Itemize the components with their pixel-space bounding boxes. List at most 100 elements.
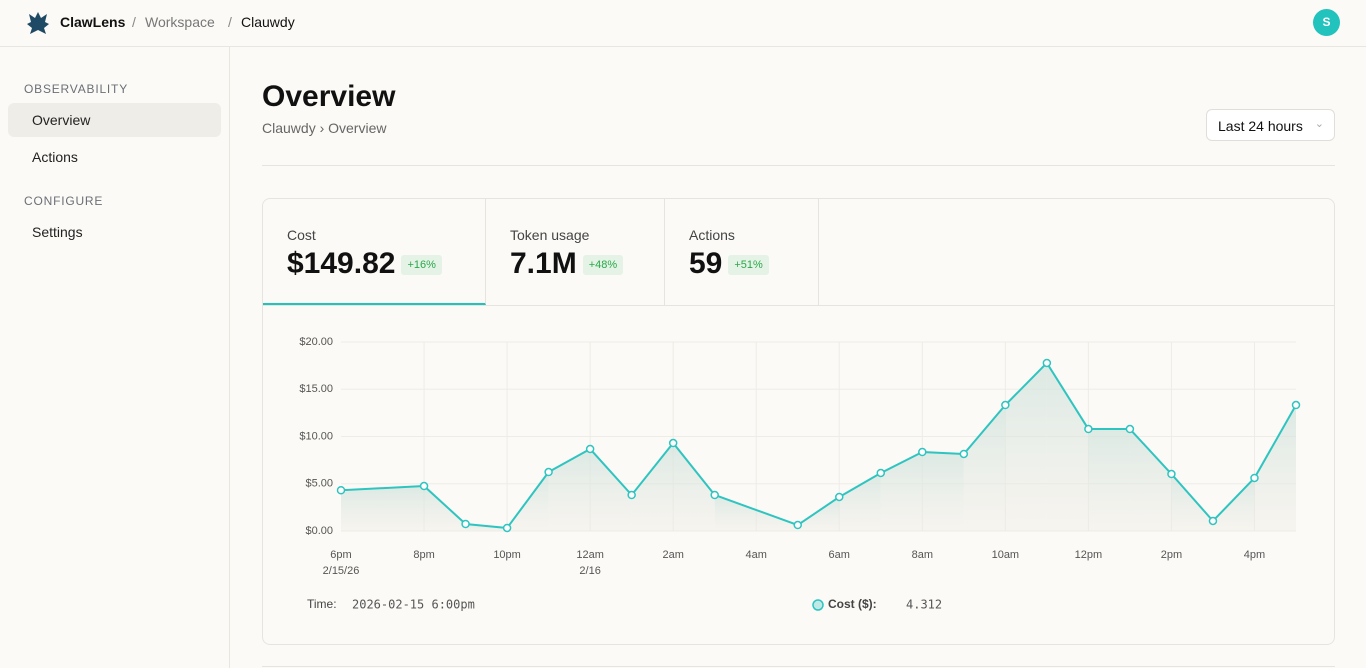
breadcrumb-current[interactable]: Clauwdy	[241, 14, 295, 30]
page-breadcrumb: Clauwdy › Overview	[262, 120, 387, 136]
nav-item[interactable]: Overview	[8, 103, 221, 137]
line-segment	[838, 472, 882, 498]
line-segment	[548, 448, 591, 473]
stat-label: Actions	[689, 227, 735, 243]
line-segment	[963, 404, 1007, 455]
line-segment	[1046, 362, 1090, 430]
area-segment	[963, 405, 1006, 531]
point	[1125, 424, 1135, 434]
line-segment	[506, 471, 550, 529]
x-tick-label: 6pm	[330, 549, 351, 561]
y-tick-label: $20.00	[299, 336, 333, 348]
nav-item[interactable]: Actions	[32, 149, 78, 165]
stat-value: $149.82	[287, 247, 396, 280]
line-segment	[423, 485, 467, 525]
separator: /	[132, 14, 136, 30]
tooltip-value: 4.312	[906, 598, 942, 612]
area-segment	[880, 451, 923, 531]
chart: Time: 2026-02-15 6:00pm Cost ($): 4.312 …	[299, 336, 1301, 612]
line-segment	[589, 448, 633, 496]
area-segment	[1046, 362, 1089, 531]
nav-item[interactable]: Settings	[32, 224, 83, 240]
stat-tab[interactable]: Token usage 7.1M +48%	[486, 199, 665, 305]
x-tick-label: 10am	[992, 549, 1020, 561]
line-segment	[1253, 404, 1297, 479]
area-segment	[1088, 429, 1130, 531]
stat-label: Cost	[287, 227, 316, 243]
point	[1167, 469, 1176, 479]
point	[1084, 424, 1093, 434]
tooltip-time: 2026-02-15 6:00pm	[352, 598, 475, 612]
x-tick-label: 10pm	[493, 549, 521, 561]
y-tick-label: $10.00	[299, 430, 333, 442]
point	[918, 447, 927, 457]
line-segment	[630, 442, 674, 496]
line-segment	[880, 451, 923, 474]
range-select[interactable]: Last 24 hours ⌄	[1206, 109, 1335, 141]
point	[627, 490, 636, 500]
stat-change: +51%	[728, 255, 769, 275]
point	[1001, 400, 1010, 410]
line-segment	[672, 442, 716, 496]
chevron: ⌄	[1314, 118, 1324, 130]
point	[1250, 473, 1259, 483]
area-segment	[341, 486, 425, 531]
stat-change: +16%	[401, 255, 442, 275]
point	[1042, 358, 1052, 368]
legend-swatch	[812, 599, 824, 611]
line-segment	[340, 485, 425, 492]
line-segment	[922, 450, 964, 455]
point	[959, 449, 969, 459]
line-segment	[465, 523, 508, 529]
line-segment	[797, 496, 840, 526]
area-segment	[922, 451, 964, 531]
line-segment	[1170, 473, 1214, 522]
line-segment	[1129, 428, 1173, 475]
brand[interactable]: ClawLens	[60, 14, 126, 30]
section-title: OBSERVABILITY	[24, 82, 128, 96]
x-tick-label: 4am	[746, 549, 767, 561]
y-tick-label: $5.00	[305, 478, 333, 490]
point	[710, 490, 719, 500]
divider	[262, 165, 1335, 166]
point	[336, 486, 346, 495]
section-title: CONFIGURE	[24, 194, 104, 208]
area-segment	[797, 496, 840, 531]
page-title: Overview	[262, 80, 396, 113]
area-segment	[548, 448, 591, 531]
area-segment	[1129, 429, 1172, 531]
stat-value: 59	[689, 247, 723, 280]
point	[419, 481, 429, 491]
sidebar: OBSERVABILITY Overview Actions CONFIGURE…	[0, 47, 230, 668]
stat-tab[interactable]: Cost $149.82 +16%	[263, 199, 486, 305]
stat-tab[interactable]: Actions 59 +51%	[665, 199, 819, 305]
area-segment	[590, 448, 632, 531]
avatar[interactable]: S	[1313, 9, 1340, 36]
x-tick-label: 2am	[662, 549, 683, 561]
point	[876, 468, 886, 478]
point	[544, 467, 553, 477]
x-tick-label: 12pm	[1075, 549, 1103, 561]
area-segment	[714, 494, 798, 531]
separator: /	[228, 14, 232, 30]
x-tick-label: 4pm	[1244, 549, 1265, 561]
next-card-edge	[262, 666, 1335, 668]
y-tick-label: $15.00	[299, 383, 333, 395]
stats-card: Cost $149.82 +16% Token usage 7.1M +48% Acti…	[262, 198, 1335, 645]
line-segment	[1004, 362, 1048, 406]
x-tick-label: 12am	[576, 549, 604, 561]
point	[1291, 400, 1301, 410]
area-segment	[631, 443, 674, 531]
breadcrumb-link[interactable]: Workspace	[145, 14, 215, 30]
divider	[263, 305, 1334, 306]
x-tick-label: 8am	[912, 549, 933, 561]
x-tick-sublabel: 2/16	[579, 565, 600, 577]
point	[461, 519, 470, 529]
tooltip-series-name: Cost ($):	[828, 597, 877, 611]
stat-change: +48%	[582, 255, 624, 275]
area-segment	[1254, 405, 1296, 531]
logo	[27, 12, 49, 34]
stat-label: Token usage	[510, 227, 590, 243]
area-segment	[424, 486, 466, 531]
